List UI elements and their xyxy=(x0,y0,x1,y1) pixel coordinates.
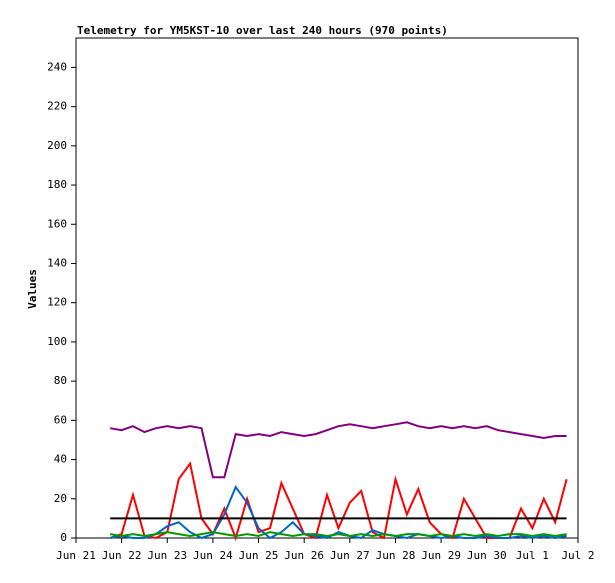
x-tick-label: Jun 22 xyxy=(102,549,142,562)
x-tick-label: Jun 25 xyxy=(239,549,279,562)
y-tick-label: 0 xyxy=(60,531,67,544)
x-tick-label: Jun 29 xyxy=(421,549,461,562)
x-tick-label: Jun 26 xyxy=(284,549,324,562)
y-tick-label: 40 xyxy=(54,453,67,466)
x-tick-label: Jun 28 xyxy=(376,549,416,562)
x-tick-label: Jul 1 xyxy=(516,549,549,562)
y-tick-label: 180 xyxy=(47,178,67,191)
y-tick-label: 60 xyxy=(54,413,67,426)
y-tick-label: 200 xyxy=(47,139,67,152)
y-tick-label: 100 xyxy=(47,335,67,348)
x-tick-label: Jun 24 xyxy=(193,549,233,562)
series-line xyxy=(110,484,567,540)
y-tick-label: 240 xyxy=(47,60,67,73)
y-axis-label: Values xyxy=(26,269,39,309)
y-tick-label: 120 xyxy=(47,296,67,309)
chart-title: Telemetry for YM5KST-10 over last 240 ho… xyxy=(77,24,448,37)
series-line xyxy=(109,461,568,542)
x-tick-label: Jun 30 xyxy=(467,549,507,562)
x-tick-label: Jul 2 xyxy=(561,549,594,562)
series-line xyxy=(110,421,567,479)
y-tick-label: 20 xyxy=(54,492,67,505)
y-tick-label: 140 xyxy=(47,256,67,269)
y-tick-label: 220 xyxy=(47,100,67,113)
y-tick-label: 160 xyxy=(47,217,67,230)
x-tick-label: Jun 23 xyxy=(147,549,187,562)
series-line xyxy=(110,531,567,538)
x-tick-label: Jun 27 xyxy=(330,549,370,562)
y-tick-label: 80 xyxy=(54,374,67,387)
x-tick-label: Jun 21 xyxy=(56,549,96,562)
